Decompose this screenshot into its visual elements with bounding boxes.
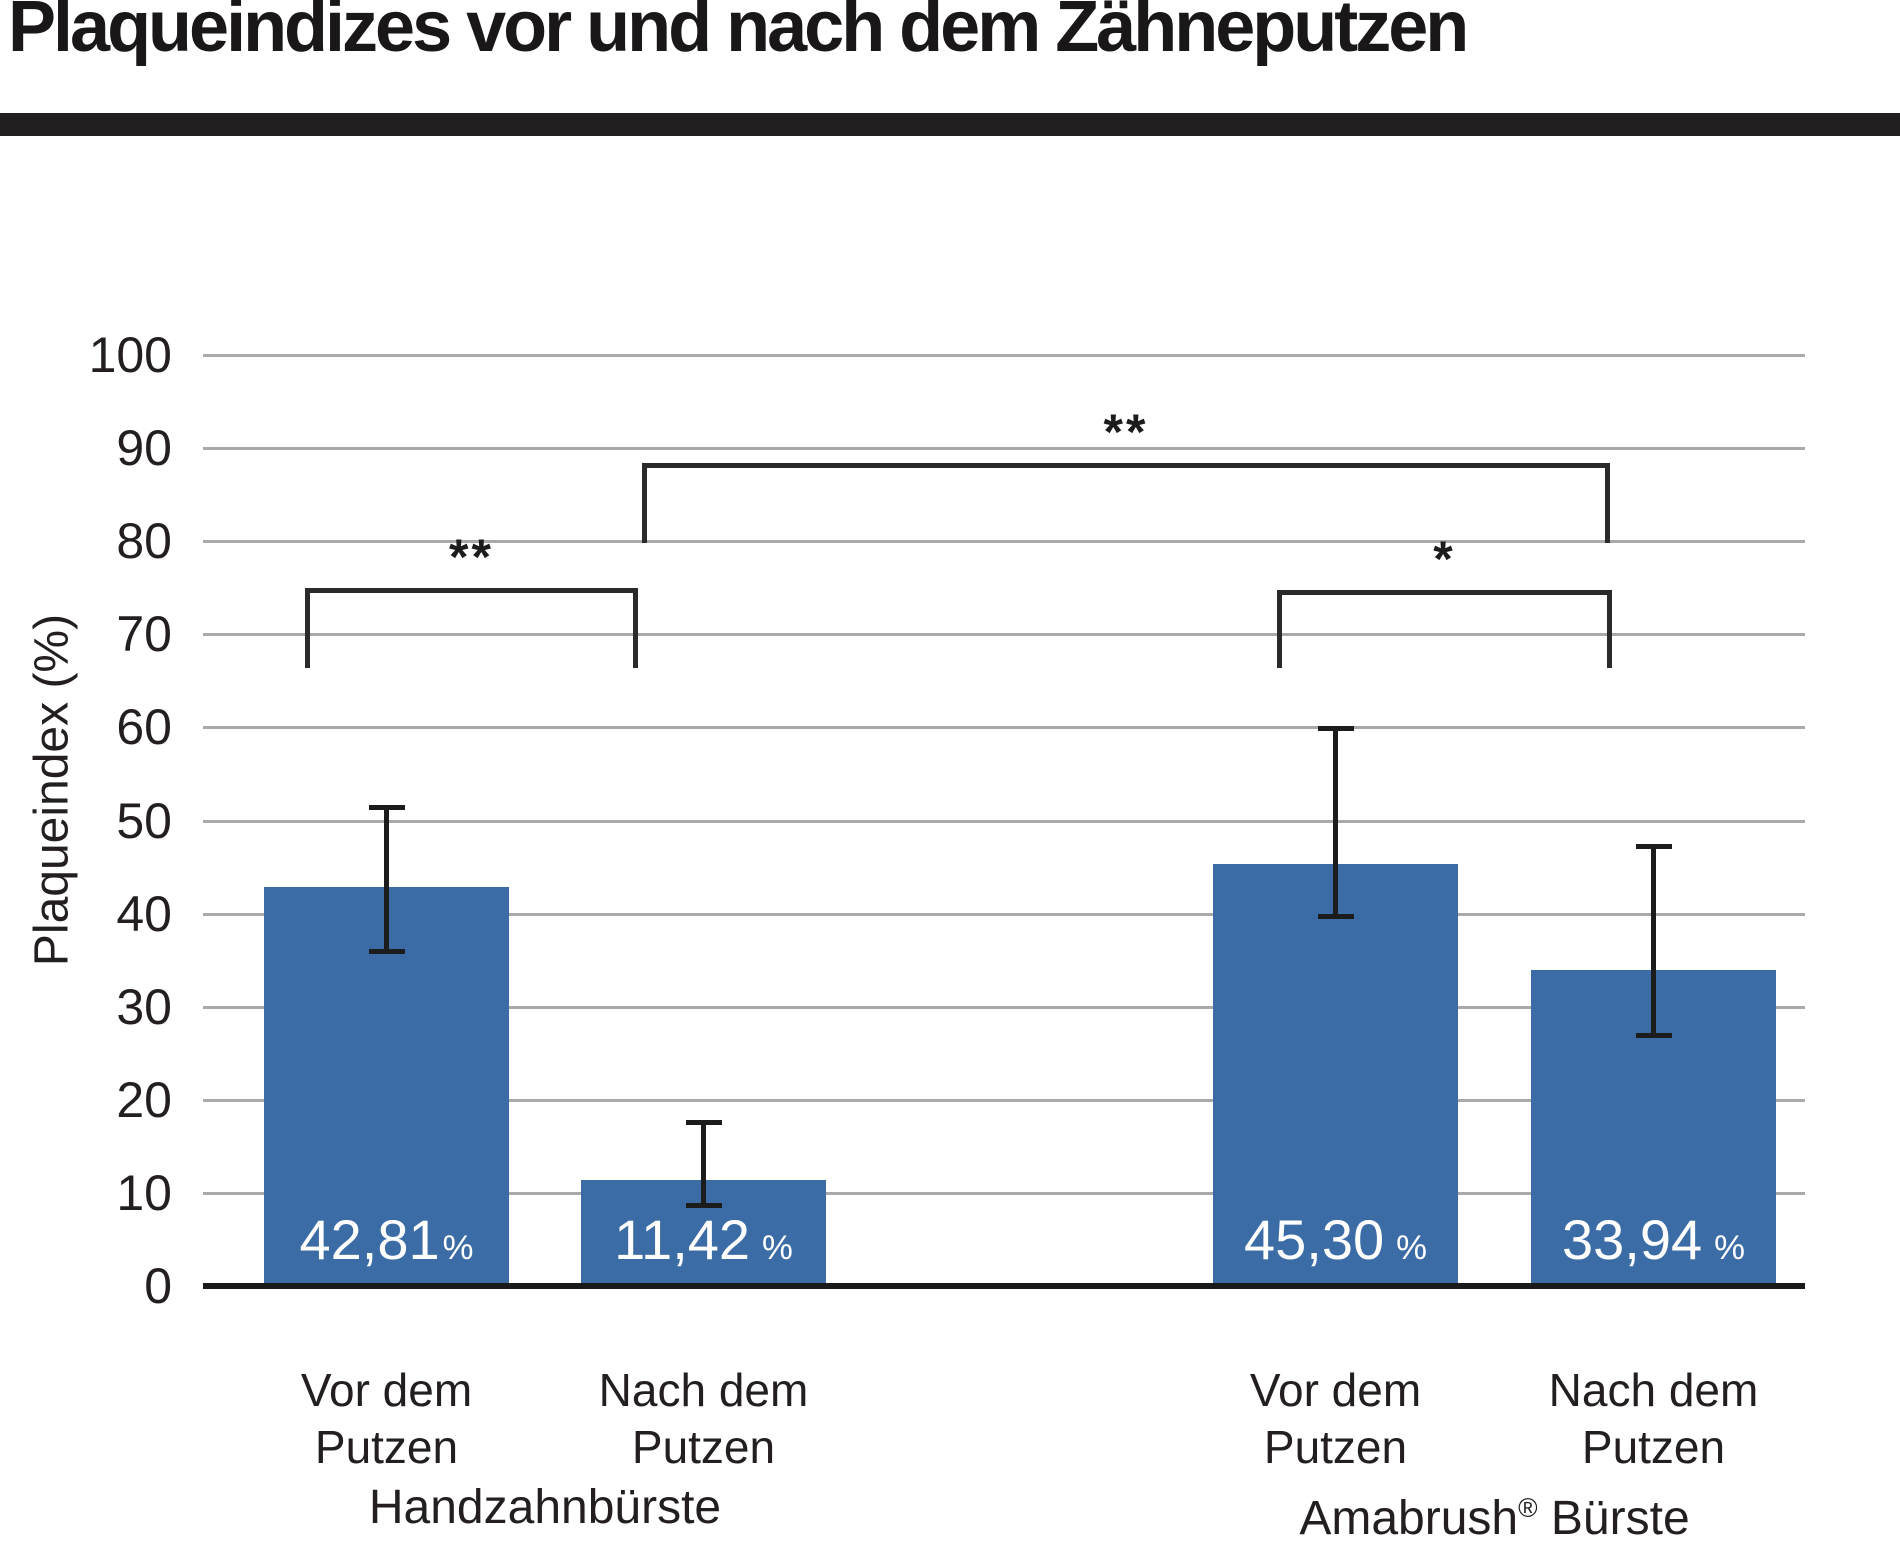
error-bar-cap-top: [1317, 725, 1354, 731]
x-axis-line: [203, 1283, 1805, 1289]
significance-label: **: [1103, 404, 1149, 460]
y-axis-title: Plaqueindex (%): [25, 613, 79, 967]
significance-label: *: [1433, 531, 1456, 587]
gridline: [203, 726, 1805, 730]
error-bar-stem: [384, 804, 389, 954]
bar-value-number: 11,42: [614, 1208, 751, 1271]
x-tick-line: Putzen: [314, 1421, 459, 1473]
error-bar-cap-top: [1635, 843, 1672, 849]
group-label-text: Handzahnbürste: [368, 1481, 722, 1534]
significance-bracket: [642, 463, 1610, 543]
error-bar-cap-top: [685, 1120, 722, 1126]
error-bar-cap-bottom: [1317, 914, 1354, 920]
gridline: [203, 1191, 1805, 1195]
x-tick-line: Nach dem: [1548, 1364, 1759, 1416]
group-label: Amabrush® Bürste: [1299, 1482, 1689, 1545]
bar-value-percent-sign: %: [442, 1229, 474, 1267]
bar-value-number: 33,94: [1561, 1208, 1703, 1271]
error-bar-stem: [1651, 843, 1656, 1039]
group-label-text: Amabrush: [1299, 1492, 1519, 1545]
error-bar-stem: [701, 1120, 706, 1208]
y-tick-label: 40: [116, 885, 172, 942]
x-tick-label: Nach dem Putzen: [599, 1362, 809, 1476]
y-tick-label: 30: [116, 978, 172, 1035]
x-tick-label: Vor dem Putzen: [301, 1362, 472, 1476]
bar: [264, 887, 509, 1286]
gridline: [203, 1098, 1805, 1102]
x-tick-line: Putzen: [1263, 1421, 1408, 1473]
bar-value-percent-sign: %: [1714, 1229, 1746, 1267]
bar-value-label: 45,30%: [1244, 1210, 1427, 1278]
bar-value-label: 33,94%: [1562, 1210, 1745, 1278]
gridline: [203, 819, 1805, 823]
significance-label: **: [449, 529, 494, 585]
error-bar-cap-bottom: [1635, 1033, 1672, 1039]
y-tick-label: 90: [116, 420, 172, 477]
title-rule: [0, 113, 1900, 136]
x-tick-line: Putzen: [631, 1421, 776, 1473]
gridline: [203, 540, 1805, 544]
x-tick-line: Vor dem: [1249, 1364, 1422, 1416]
bar: [1213, 864, 1458, 1286]
bar-value-label: 42,81%: [299, 1210, 473, 1278]
gridline: [203, 633, 1805, 637]
group-label: Handzahnbürste: [369, 1482, 721, 1534]
y-tick-label: 60: [116, 699, 172, 756]
page-title: Plaqueindizes vor und nach dem Zähneputz…: [8, 0, 1469, 67]
y-tick-label: 70: [116, 606, 172, 663]
y-tick-label: 0: [144, 1258, 172, 1314]
error-bar-cap-bottom: [368, 948, 405, 954]
y-tick-label: 50: [116, 792, 172, 849]
y-tick-label: 20: [116, 1071, 172, 1128]
y-tick-label: 100: [88, 327, 172, 383]
y-tick-label: 10: [116, 1164, 172, 1221]
error-bar-cap-bottom: [685, 1202, 722, 1208]
x-tick-line: Nach dem: [598, 1364, 809, 1416]
x-tick-line: Putzen: [1581, 1421, 1726, 1473]
bar-value-percent-sign: %: [762, 1229, 793, 1267]
error-bar-stem: [1333, 725, 1338, 920]
x-tick-label: Vor dem Putzen: [1250, 1362, 1421, 1476]
gridline: [203, 912, 1805, 916]
significance-bracket: [1277, 590, 1612, 668]
x-tick-label: Nach dem Putzen: [1549, 1362, 1759, 1476]
bar-value-label: 11,42%: [614, 1210, 793, 1278]
bar-value-number: 45,30: [1243, 1208, 1385, 1271]
registered-trademark-sign: ®: [1518, 1493, 1538, 1523]
error-bar-cap-top: [368, 804, 405, 810]
x-tick-line: Vor dem: [300, 1364, 473, 1416]
gridline: [203, 447, 1805, 451]
bar-value-number: 42,81: [299, 1208, 440, 1271]
group-label-text: Bürste: [1537, 1492, 1690, 1545]
bar-value-percent-sign: %: [1396, 1229, 1428, 1267]
y-tick-label: 80: [116, 513, 172, 570]
gridline: [203, 1005, 1805, 1009]
gridline: [203, 354, 1805, 357]
significance-bracket: [305, 588, 638, 668]
